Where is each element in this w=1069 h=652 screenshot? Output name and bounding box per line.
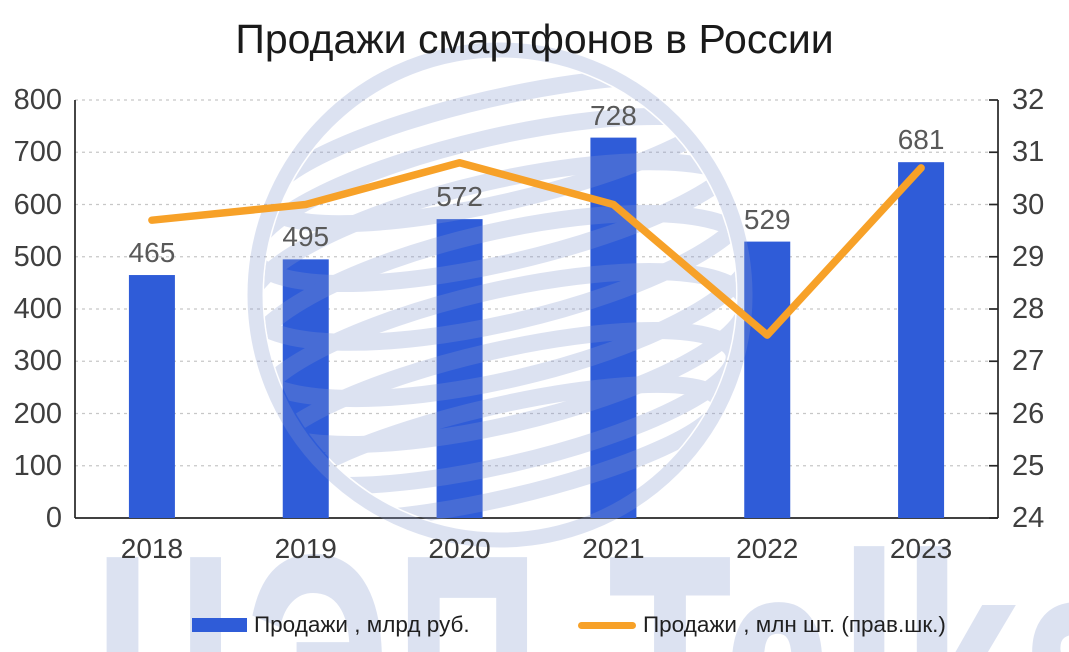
legend-item-bar-series: Продажи , млрд руб. — [192, 608, 470, 642]
x-axis-category-label: 2023 — [889, 533, 953, 564]
y2-axis-tick-label: 31 — [1012, 136, 1045, 169]
x-axis-category-label: 2019 — [274, 533, 337, 564]
bar — [744, 241, 791, 518]
y-axis-tick-label: 800 — [13, 84, 62, 116]
legend-item-line-series: Продажи , млн шт. (прав.шк.) — [578, 608, 946, 642]
y2-axis-tick-label: 30 — [1012, 188, 1045, 221]
y-axis-tick-label: 600 — [13, 188, 62, 221]
y-axis-tick-label: 300 — [13, 345, 62, 378]
x-axis-category-label: 2018 — [120, 533, 184, 564]
line-series-swatch — [578, 621, 636, 629]
y2-axis-tick-label: 32 — [1012, 84, 1045, 116]
y2-axis-tick-label: 25 — [1012, 449, 1045, 482]
bar-value-label: 529 — [743, 203, 791, 235]
y2-axis-tick-label: 24 — [1012, 502, 1045, 534]
y2-axis-tick-label: 27 — [1012, 345, 1045, 378]
y-axis-tick-label: 500 — [13, 240, 62, 273]
x-axis-category-label: 2020 — [428, 533, 491, 564]
bar — [898, 162, 945, 519]
bar-value-label: 495 — [282, 221, 330, 253]
y2-axis-tick-label: 29 — [1012, 240, 1045, 273]
bar — [282, 259, 329, 518]
bar — [128, 275, 175, 518]
y-axis-tick-label: 700 — [13, 136, 62, 169]
y2-axis-tick-label: 26 — [1012, 397, 1045, 430]
y-axis-tick-label: 200 — [13, 397, 62, 430]
line-series — [148, 158, 925, 339]
y2-axis-tick-label: 28 — [1012, 293, 1045, 325]
bar-value-label: 572 — [436, 181, 483, 213]
bar-value-label: 681 — [897, 124, 945, 156]
bar-value-label: 465 — [128, 237, 176, 269]
y-axis-tick-label: 0 — [45, 502, 62, 534]
y-axis-tick-label: 100 — [13, 449, 62, 482]
x-axis-category-label: 2021 — [582, 533, 645, 564]
bar-series-legend-label: Продажи , млрд руб. — [254, 612, 470, 637]
line-series-legend-label: Продажи , млн шт. (прав.шк.) — [643, 612, 946, 637]
x-axis-category-label: 2022 — [736, 533, 799, 564]
y-axis-tick-label: 400 — [13, 293, 62, 325]
chart-title: Продажи смартфонов в России — [235, 16, 834, 62]
bar — [436, 219, 483, 518]
bar — [590, 137, 637, 518]
bar-value-label: 728 — [590, 99, 637, 131]
bar-series-swatch — [192, 618, 247, 632]
